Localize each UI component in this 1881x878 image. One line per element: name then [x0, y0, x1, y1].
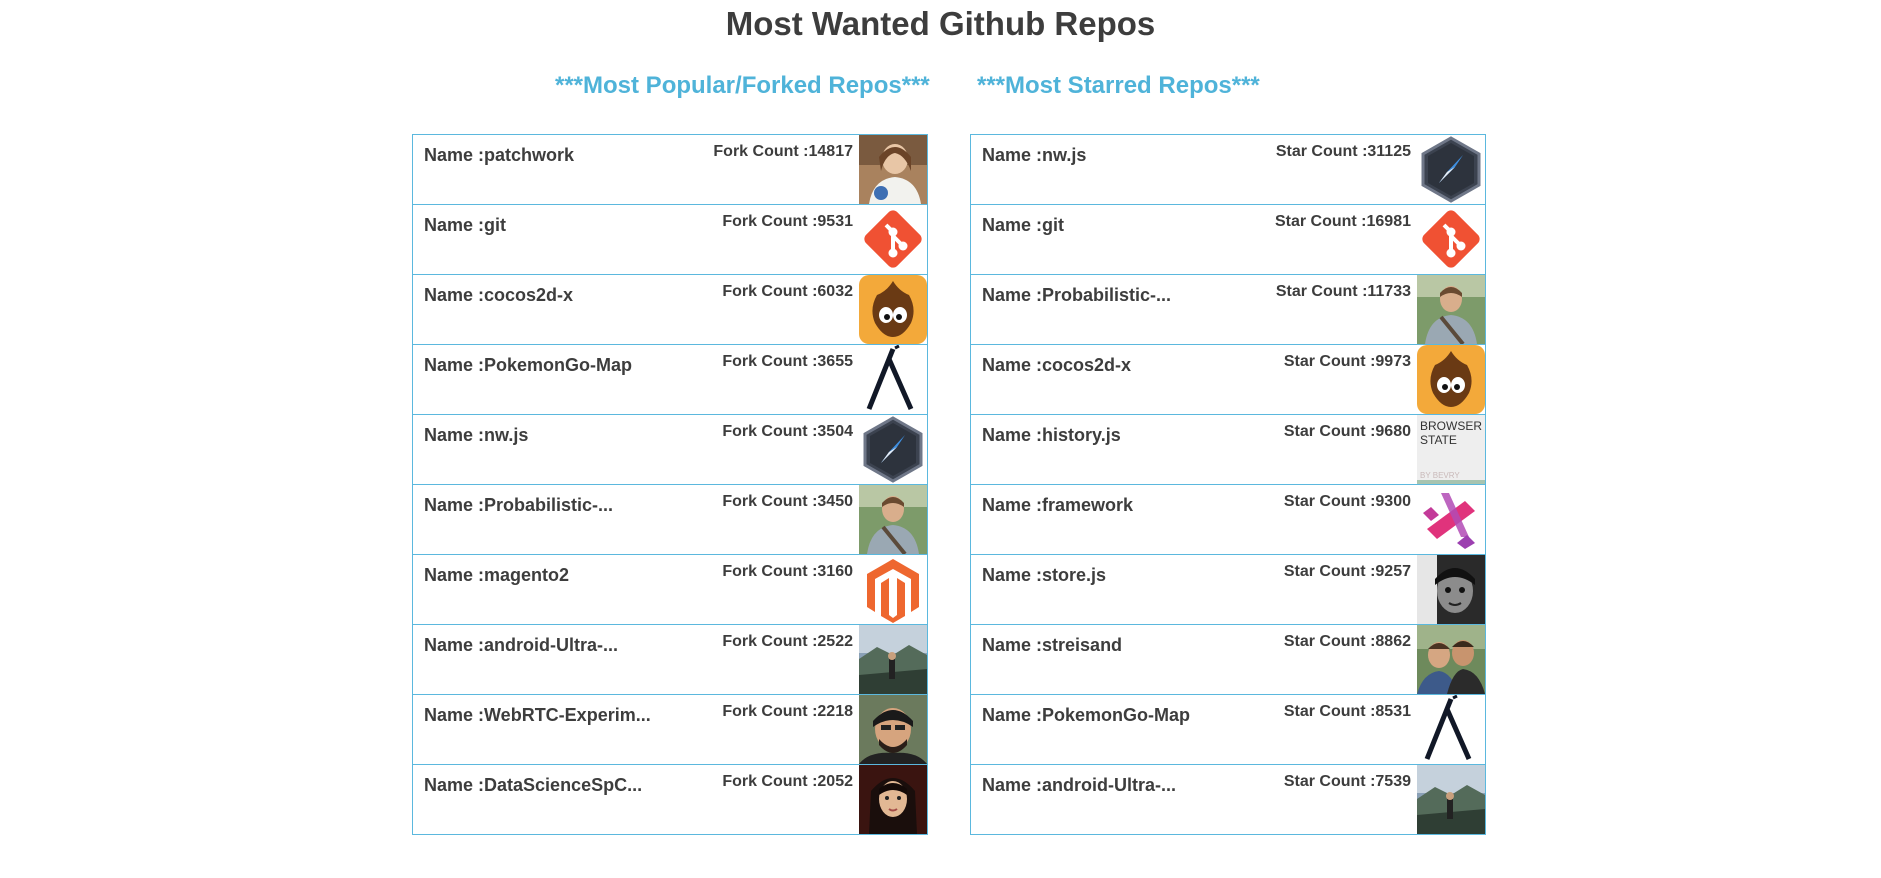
avatar[interactable]: [859, 135, 927, 204]
starred-repos-heading: ***Most Starred Repos***: [977, 72, 1260, 99]
repo-name[interactable]: Name :cocos2d-x: [982, 355, 1132, 375]
repo-row[interactable]: Name :patchwork Fork Count :14817: [413, 135, 927, 205]
avatar[interactable]: [859, 625, 927, 694]
fork-count: Fork Count :2522: [722, 633, 853, 650]
repo-name[interactable]: Name :Probabilistic-...: [982, 285, 1172, 305]
repo-row[interactable]: Name :Probabilistic-... Star Count :11733: [971, 275, 1485, 345]
repo-row[interactable]: Name :DataScienceSpC... Fork Count :2052: [413, 765, 927, 834]
avatar[interactable]: [859, 415, 927, 484]
repo-name[interactable]: Name :magento2: [424, 565, 570, 585]
avatar[interactable]: [1417, 625, 1485, 694]
repo-row[interactable]: Name :nw.js Fork Count :3504: [413, 415, 927, 485]
avatar-logo-text-line: BROWSER: [1420, 419, 1483, 433]
repo-name[interactable]: Name :Probabilistic-...: [424, 495, 614, 515]
repo-name[interactable]: Name :DataScienceSpC...: [424, 775, 643, 795]
avatar[interactable]: BROWSER STATE BY BEVRY: [1417, 415, 1485, 484]
repo-name[interactable]: Name :history.js: [982, 425, 1121, 445]
repo-row[interactable]: Name :android-Ultra-... Star Count :7539: [971, 765, 1485, 834]
avatar[interactable]: [859, 485, 927, 554]
avatar[interactable]: [859, 345, 927, 414]
repo-name[interactable]: Name :WebRTC-Experim...: [424, 705, 651, 725]
avatar[interactable]: [859, 275, 927, 344]
avatar-logo-subtext: BY BEVRY: [1420, 471, 1460, 480]
repo-name[interactable]: Name :framework: [982, 495, 1134, 515]
page-title: Most Wanted Github Repos: [725, 5, 1156, 42]
star-count: Star Count :9973: [1283, 353, 1411, 370]
repo-row[interactable]: Name :Probabilistic-... Fork Count :3450: [413, 485, 927, 555]
avatar[interactable]: [1417, 275, 1485, 344]
repo-row[interactable]: Name :history.js Star Count :9680 BROWSER S…: [971, 415, 1485, 485]
repo-name[interactable]: Name :android-Ultra-...: [982, 775, 1177, 795]
fork-count: Fork Count :9531: [722, 213, 853, 230]
fork-count: Fork Count :3655: [722, 353, 853, 370]
star-count: Star Count :9300: [1283, 493, 1411, 510]
repo-row[interactable]: Name :git Fork Count :9531: [413, 205, 927, 275]
star-count: Star Count :7539: [1283, 773, 1411, 790]
star-count: Star Count :16981: [1274, 213, 1411, 230]
star-count: Star Count :9257: [1283, 563, 1411, 580]
fork-count: Fork Count :3160: [722, 563, 853, 580]
repo-name[interactable]: Name :streisand: [982, 635, 1123, 655]
avatar[interactable]: [859, 555, 927, 624]
avatar-logo-text: BROWSER STATE: [1420, 419, 1482, 447]
star-count: Star Count :31125: [1275, 143, 1411, 160]
star-count: Star Count :8862: [1283, 633, 1411, 650]
avatar[interactable]: [859, 695, 927, 764]
fork-count: Fork Count :14817: [713, 143, 853, 160]
repo-row[interactable]: Name :cocos2d-x Fork Count :6032: [413, 275, 927, 345]
avatar[interactable]: [1417, 485, 1485, 554]
repo-name[interactable]: Name :git: [982, 215, 1065, 235]
repo-name[interactable]: Name :PokemonGo-Map: [424, 355, 633, 375]
repo-name[interactable]: Name :git: [424, 215, 507, 235]
fork-count: Fork Count :2218: [722, 703, 853, 720]
fork-count: Fork Count :3450: [722, 493, 853, 510]
repo-row[interactable]: Name :streisand Star Count :8862: [971, 625, 1485, 695]
repo-row[interactable]: Name :PokemonGo-Map Star Count :8531: [971, 695, 1485, 765]
avatar[interactable]: [1417, 765, 1485, 834]
star-count: Star Count :9680: [1283, 423, 1411, 440]
repo-row[interactable]: Name :cocos2d-x Star Count :9973: [971, 345, 1485, 415]
avatar[interactable]: [859, 205, 927, 274]
repo-name[interactable]: Name :cocos2d-x: [424, 285, 574, 305]
repo-row[interactable]: Name :git Star Count :16981: [971, 205, 1485, 275]
forked-repos-heading: ***Most Popular/Forked Repos***: [555, 72, 930, 99]
repo-row[interactable]: Name :android-Ultra-... Fork Count :2522: [413, 625, 927, 695]
repo-name[interactable]: Name :nw.js: [424, 425, 529, 445]
avatar[interactable]: [1417, 695, 1485, 764]
repo-row[interactable]: Name :store.js Star Count :9257: [971, 555, 1485, 625]
star-count: Star Count :11733: [1275, 283, 1411, 300]
repo-row[interactable]: Name :magento2 Fork Count :3160: [413, 555, 927, 625]
avatar[interactable]: [1417, 205, 1485, 274]
star-count: Star Count :8531: [1283, 703, 1411, 720]
repo-row[interactable]: Name :framework Star Count :9300: [971, 485, 1485, 555]
repo-row[interactable]: Name :nw.js Star Count :31125: [971, 135, 1485, 205]
repo-row[interactable]: Name :PokemonGo-Map Fork Count :3655: [413, 345, 927, 415]
avatar-logo-text-line: STATE: [1420, 433, 1457, 447]
avatar[interactable]: [1417, 555, 1485, 624]
repo-name[interactable]: Name :store.js: [982, 565, 1107, 585]
avatar[interactable]: [859, 765, 927, 834]
repo-name[interactable]: Name :android-Ultra-...: [424, 635, 619, 655]
fork-count: Fork Count :6032: [722, 283, 853, 300]
repo-row[interactable]: Name :WebRTC-Experim... Fork Count :2218: [413, 695, 927, 765]
fork-count: Fork Count :2052: [722, 773, 853, 790]
fork-count: Fork Count :3504: [722, 423, 853, 440]
repo-name[interactable]: Name :patchwork: [424, 145, 575, 165]
avatar[interactable]: [1417, 135, 1485, 204]
repo-name[interactable]: Name :PokemonGo-Map: [982, 705, 1191, 725]
avatar[interactable]: [1417, 345, 1485, 414]
forked-repos-list: Name :patchwork Fork Count :14817 Name :gi…: [412, 134, 928, 835]
starred-repos-list: Name :nw.js Star Count :31125 Name :git Sta…: [970, 134, 1486, 835]
repo-name[interactable]: Name :nw.js: [982, 145, 1087, 165]
